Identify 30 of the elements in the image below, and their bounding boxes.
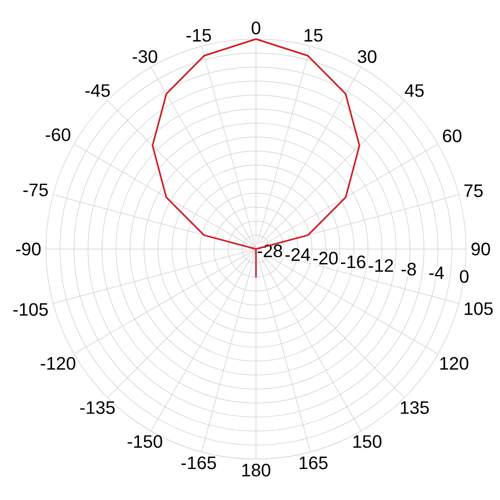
spoke-label: 165 — [300, 456, 328, 470]
y-tick-label: -4 — [429, 266, 444, 279]
spoke-label: -135 — [80, 401, 115, 414]
y-tick-label: -12 — [368, 259, 394, 272]
spoke-label: 120 — [440, 356, 468, 370]
spoke-label: -15 — [186, 29, 211, 42]
y-tick-label: -8 — [401, 262, 416, 276]
spoke-label: 75 — [464, 184, 483, 198]
y-tick-label: -16 — [340, 255, 366, 268]
spoke-label: 60 — [442, 129, 462, 142]
spoke-label: -105 — [13, 303, 48, 316]
spoke-label: -90 — [16, 242, 41, 256]
spoke-label: -150 — [128, 435, 162, 448]
spoke-label: 30 — [358, 50, 376, 63]
spoke-label: 15 — [304, 29, 322, 42]
spoke-label: 105 — [464, 302, 493, 316]
spoke-label: 0 — [252, 22, 260, 34]
spoke-label: -30 — [132, 50, 158, 63]
spoke-label: -75 — [23, 184, 48, 196]
spoke-label: 90 — [472, 242, 490, 256]
spoke-label: 45 — [404, 84, 424, 97]
y-tick-label: -24 — [285, 248, 310, 261]
y-tick-label: -20 — [313, 252, 338, 265]
spoke-label: 150 — [353, 435, 382, 448]
spoke-label: 180 — [242, 464, 270, 476]
spoke-label: -45 — [85, 84, 110, 97]
spoke-label: -60 — [46, 128, 70, 142]
spoke-label: -120 — [40, 356, 76, 370]
spoke-label: 135 — [400, 401, 429, 414]
spoke-label: -165 — [181, 456, 216, 470]
